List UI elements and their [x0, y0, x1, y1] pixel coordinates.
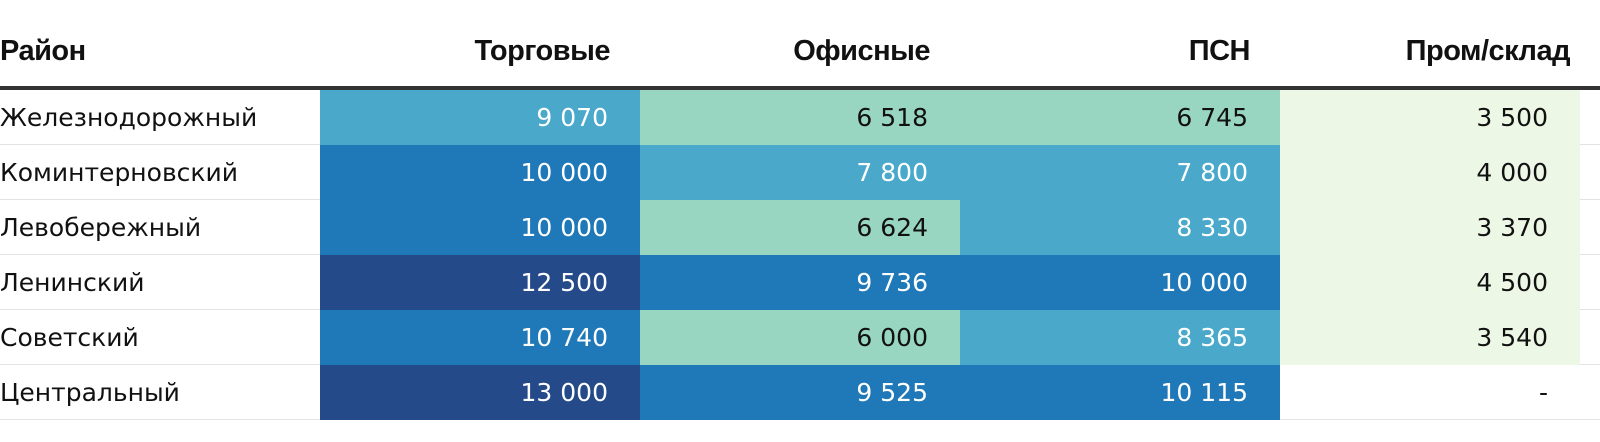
value-cell-retail: 10 000	[320, 200, 640, 255]
value-cell-industrial: 3 370	[1280, 200, 1580, 255]
district-name: Левобережный	[0, 213, 202, 242]
district-name: Советский	[0, 323, 139, 352]
table-row: Железнодорожный 9 070 6 518 6 745 3 500	[0, 90, 1600, 145]
value-cell-office: 6 624	[640, 200, 960, 255]
value-cell-office: 9 736	[640, 255, 960, 310]
header-office: Офисные	[793, 35, 930, 67]
header-district: Район	[0, 35, 86, 67]
district-name: Железнодорожный	[0, 103, 258, 132]
value-cell-retail: 10 000	[320, 145, 640, 200]
table-row: Ленинский 12 500 9 736 10 000 4 500	[0, 255, 1600, 310]
table-header: Район Торговые Офисные ПСН Пром/склад	[0, 0, 1600, 90]
value-cell-psn: 8 365	[960, 310, 1280, 365]
header-psn: ПСН	[1188, 35, 1251, 67]
value-cell-retail: 12 500	[320, 255, 640, 310]
value-cell-industrial: -	[1538, 378, 1548, 407]
header-industrial: Пром/склад	[1405, 35, 1571, 67]
header-retail: Торговые	[474, 35, 611, 67]
value-cell-psn: 8 330	[960, 200, 1280, 255]
value-cell-retail: 9 070	[320, 90, 640, 145]
value-cell-office: 7 800	[640, 145, 960, 200]
table-row: Левобережный 10 000 6 624 8 330 3 370	[0, 200, 1600, 255]
value-cell-industrial: 4 000	[1280, 145, 1580, 200]
value-cell-office: 6 000	[640, 310, 960, 365]
value-cell-industrial: 3 540	[1280, 310, 1580, 365]
value-cell-retail: 13 000	[320, 365, 640, 420]
value-cell-psn: 10 000	[960, 255, 1280, 310]
district-name: Коминтерновский	[0, 158, 239, 187]
value-cell-psn: 10 115	[960, 365, 1280, 420]
district-name: Центральный	[0, 378, 180, 407]
value-cell-industrial: 4 500	[1280, 255, 1580, 310]
value-cell-psn: 7 800	[960, 145, 1280, 200]
value-cell-psn: 6 745	[960, 90, 1280, 145]
value-cell-industrial: 3 500	[1280, 90, 1580, 145]
value-cell-office: 6 518	[640, 90, 960, 145]
table-row: Советский 10 740 6 000 8 365 3 540	[0, 310, 1600, 365]
value-cell-retail: 10 740	[320, 310, 640, 365]
district-name: Ленинский	[0, 268, 145, 297]
table-row: Центральный 13 000 9 525 10 115 -	[0, 365, 1600, 420]
table-row: Коминтерновский 10 000 7 800 7 800 4 000	[0, 145, 1600, 200]
value-cell-office: 9 525	[640, 365, 960, 420]
